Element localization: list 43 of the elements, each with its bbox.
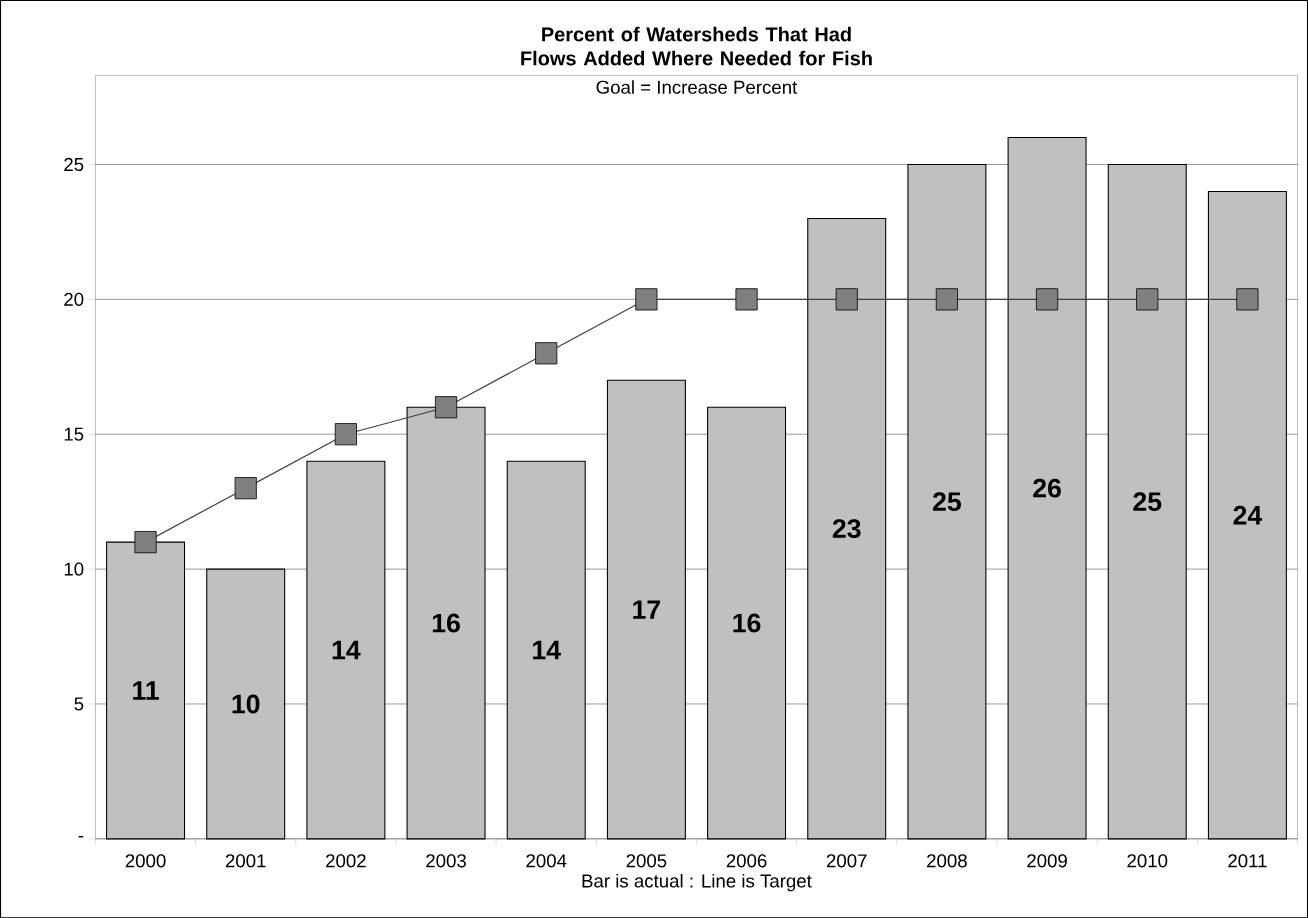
bar bbox=[1007, 136, 1087, 840]
data-label: 25 bbox=[1133, 492, 1162, 511]
x-tick-label: 2010 bbox=[1127, 854, 1168, 868]
bar bbox=[1207, 190, 1287, 840]
y-tick-label: - bbox=[78, 835, 84, 838]
y-tick-label: 5 bbox=[74, 697, 84, 711]
data-label: 16 bbox=[733, 613, 761, 633]
chart-title: Percent of Watersheds That Had Flows Added Where Needed for Fish bbox=[521, 26, 872, 66]
bar bbox=[907, 163, 987, 840]
data-label: 14 bbox=[533, 640, 561, 660]
data-label: 23 bbox=[832, 519, 861, 538]
data-label: 16 bbox=[432, 613, 460, 633]
data-label: 10 bbox=[232, 694, 260, 714]
y-tick-label: 20 bbox=[64, 292, 84, 306]
data-label: 26 bbox=[1033, 478, 1061, 498]
y-tick-label: 25 bbox=[64, 157, 84, 171]
x-tick-label: 2004 bbox=[526, 854, 567, 868]
bar bbox=[1107, 163, 1187, 840]
x-tick-label: 2009 bbox=[1027, 854, 1067, 868]
x-axis-title: Bar is actual : Line is Target bbox=[582, 873, 812, 892]
bar bbox=[807, 217, 887, 840]
data-label: 25 bbox=[933, 492, 961, 511]
x-tick-label: 2001 bbox=[225, 854, 266, 868]
bar bbox=[306, 460, 386, 840]
bar bbox=[206, 568, 286, 840]
data-label: 14 bbox=[332, 640, 361, 660]
data-label: 11 bbox=[133, 681, 159, 700]
chart-subtitle: Goal = Increase Percent bbox=[596, 80, 798, 94]
x-tick-label: 2000 bbox=[125, 854, 166, 868]
bar bbox=[707, 406, 787, 840]
y-tick-label: 15 bbox=[64, 427, 84, 441]
x-tick-label: 2007 bbox=[826, 854, 867, 868]
bar bbox=[506, 460, 586, 840]
data-label: 24 bbox=[1233, 505, 1263, 525]
x-tick-label: 2011 bbox=[1228, 854, 1267, 868]
data-label: 17 bbox=[633, 600, 661, 619]
x-tick-label: 2002 bbox=[326, 854, 366, 868]
x-tick-label: 2006 bbox=[726, 854, 767, 868]
bar bbox=[606, 379, 686, 840]
x-tick-label: 2008 bbox=[927, 854, 967, 868]
x-tick-label: 2005 bbox=[626, 854, 667, 868]
x-tick-label: 2003 bbox=[426, 854, 466, 868]
y-tick-label: 10 bbox=[64, 562, 84, 576]
